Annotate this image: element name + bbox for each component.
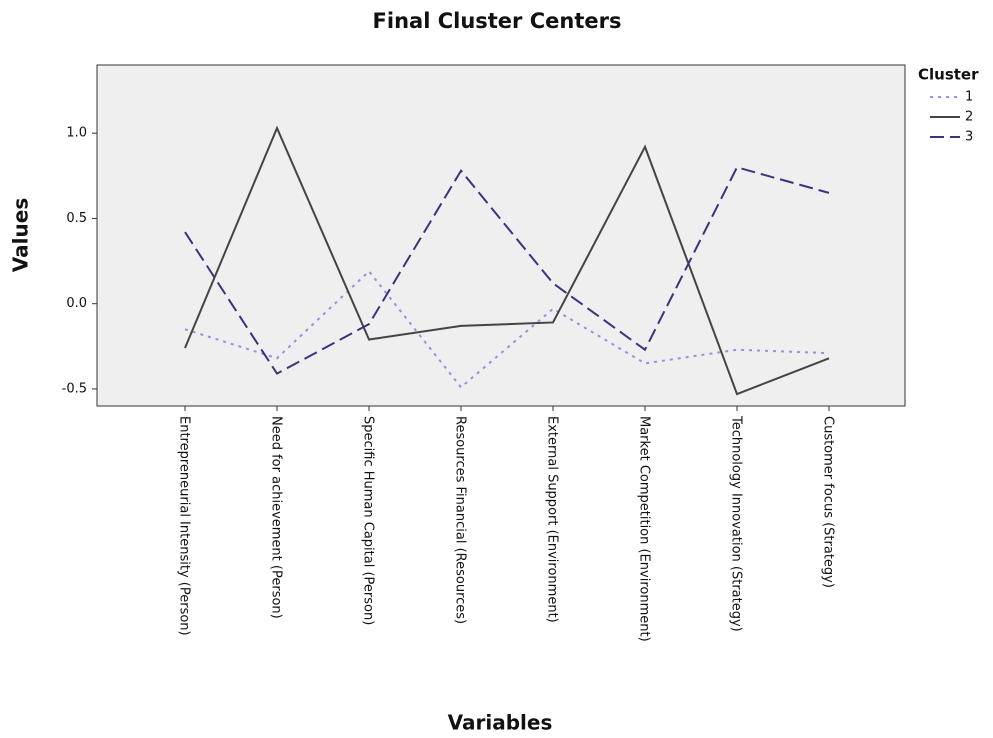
- y-tick-label: 0.0: [66, 296, 87, 311]
- x-tick-label: Resources Financial (Resources): [453, 416, 468, 624]
- legend-title: Cluster: [918, 66, 979, 84]
- y-axis-title: Values: [9, 198, 33, 272]
- chart-title: Final Cluster Centers: [373, 9, 622, 33]
- x-tick-label: Market Competition (Environment): [637, 416, 652, 642]
- series-line: [184, 166, 830, 375]
- legend-label: 1: [965, 90, 973, 105]
- plot-area: [96, 64, 906, 407]
- legend-label: 3: [965, 130, 973, 145]
- x-tick-label: Technology Innovation (Strategy): [729, 415, 744, 632]
- x-tick-label: Need for achievement (Person): [269, 416, 284, 619]
- x-tick-label: Entrepreneurial Intensity (Person): [177, 416, 192, 636]
- y-tick-label: 0.5: [66, 211, 87, 226]
- y-tick-label: 1.0: [66, 126, 87, 141]
- x-tick-label: Customer focus (Strategy): [821, 416, 836, 588]
- x-tick-label: Specific Human Capital (Person): [361, 416, 376, 625]
- y-tick-label: -0.5: [62, 381, 87, 396]
- x-axis-title: Variables: [448, 711, 553, 735]
- x-tick-label: External Support (Environment): [545, 416, 560, 623]
- series-line: [184, 125, 830, 396]
- legend-label: 2: [965, 110, 973, 125]
